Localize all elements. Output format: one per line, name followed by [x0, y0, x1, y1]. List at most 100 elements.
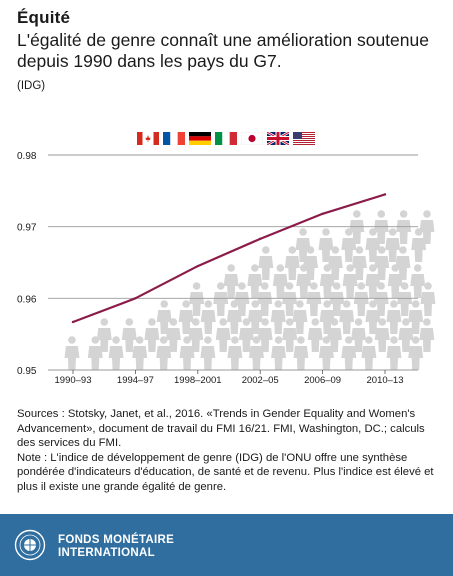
g7-flags [137, 132, 315, 145]
person-icon [284, 246, 300, 280]
y-tick-label: 0.96 [17, 294, 37, 305]
chart-series [71, 193, 387, 324]
chart-unit: (IDG) [17, 80, 46, 92]
imf-seal-icon [14, 529, 46, 561]
person-icon [361, 336, 377, 370]
person-icon [223, 264, 239, 298]
person-icon [282, 318, 298, 352]
person-icon [365, 300, 381, 334]
x-tick-label: 1990–93 [55, 375, 92, 386]
person-icon [419, 210, 435, 244]
person-icon [144, 318, 160, 352]
data-point [134, 297, 137, 300]
person-icon [178, 300, 194, 334]
person-icon [349, 210, 365, 244]
person-icon [339, 300, 355, 334]
person-icon [410, 264, 426, 298]
person-icon [257, 318, 273, 352]
person-icon [395, 246, 411, 280]
x-tick-label: 1994–97 [117, 375, 154, 386]
chart-headline: L'égalité de genre connaît une améliorat… [17, 30, 429, 71]
person-icon [398, 318, 414, 352]
y-tick-label: 0.97 [17, 223, 37, 234]
sources-text: Sources : Stotsky, Janet, et al., 2016. … [17, 408, 425, 449]
person-icon [408, 300, 424, 334]
person-icon [64, 336, 80, 370]
sources-note: Sources : Stotsky, Janet, et al., 2016. … [17, 407, 437, 494]
person-icon [351, 318, 367, 352]
person-icon [408, 336, 424, 370]
canada-flag [137, 132, 159, 145]
person-icon [87, 336, 103, 370]
person-icon [295, 228, 311, 262]
person-icon [213, 282, 229, 316]
person-icon [319, 300, 335, 334]
person-icon [271, 336, 287, 370]
person-icon [342, 264, 358, 298]
person-icon [386, 336, 402, 370]
person-icon [327, 246, 343, 280]
person-icon [121, 318, 137, 352]
gdi-line-chart: 0.95 0.96 0.97 0.98 1990–93 1994–97 1998–2001… [17, 151, 436, 386]
person-icon [292, 300, 308, 334]
x-tick-label: 2006–09 [304, 375, 341, 386]
data-point [71, 320, 75, 324]
person-icon [258, 246, 274, 280]
person-icon [396, 210, 412, 244]
germany-flag [189, 132, 211, 145]
person-icon [200, 336, 216, 370]
person-icon [156, 336, 172, 370]
x-tick-label: 2010–13 [367, 375, 404, 386]
italy-flag [215, 132, 237, 145]
person-icon [247, 264, 263, 298]
chart-kicker: Équité [17, 8, 71, 27]
org-name-line1: FONDS MONÉTAIRE [58, 534, 175, 546]
chart-grid [48, 154, 418, 371]
person-icon [365, 264, 381, 298]
usa-flag [293, 132, 315, 145]
person-icon [419, 318, 435, 352]
y-tick-label: 0.98 [17, 151, 37, 162]
person-icon [307, 318, 323, 352]
person-icon [386, 300, 402, 334]
people-silhouettes [64, 210, 436, 370]
person-icon [353, 282, 369, 316]
footer-bar: FONDS MONÉTAIRE INTERNATIONAL [0, 514, 453, 576]
series-line [71, 193, 387, 324]
org-name-line2: INTERNATIONAL [58, 547, 155, 559]
person-icon [270, 300, 286, 334]
data-point [383, 193, 387, 196]
person-icon [108, 336, 124, 370]
y-tick-label: 0.95 [17, 366, 37, 377]
person-icon [215, 318, 231, 352]
person-icon [247, 300, 263, 334]
person-icon [374, 318, 390, 352]
person-icon [306, 282, 322, 316]
org-name: FONDS MONÉTAIRE INTERNATIONAL [58, 534, 174, 560]
uk-flag [267, 132, 289, 145]
data-point [321, 212, 324, 215]
person-icon [200, 300, 216, 334]
data-point [196, 264, 199, 268]
person-icon [351, 246, 367, 280]
x-tick-label: 1998–2001 [174, 375, 222, 386]
person-icon [420, 282, 436, 316]
person-icon [373, 210, 389, 244]
person-icon [156, 300, 172, 334]
person-icon [188, 318, 204, 352]
person-icon [132, 336, 148, 370]
person-icon [96, 318, 112, 352]
france-flag [163, 132, 185, 145]
japan-flag [241, 132, 263, 145]
person-icon [385, 228, 401, 262]
note-text: Note : L'indice de développement de genr… [17, 451, 434, 493]
person-icon [341, 336, 357, 370]
person-icon [272, 264, 288, 298]
x-axis: 1990–93 1994–97 1998–2001 2002–05 2006–09 201… [55, 370, 404, 386]
y-axis: 0.95 0.96 0.97 0.98 [17, 151, 37, 377]
data-point [259, 237, 262, 241]
person-icon [293, 336, 309, 370]
person-icon [227, 336, 243, 370]
x-tick-label: 2002–05 [242, 375, 279, 386]
person-icon [318, 228, 334, 262]
